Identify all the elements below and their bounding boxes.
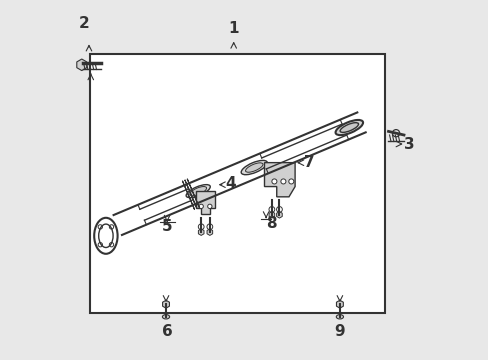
Circle shape	[288, 179, 293, 184]
Text: 7: 7	[304, 154, 314, 170]
Circle shape	[207, 204, 212, 208]
Circle shape	[280, 179, 285, 184]
Polygon shape	[206, 229, 212, 235]
Text: 3: 3	[403, 136, 413, 152]
Ellipse shape	[241, 161, 267, 175]
Ellipse shape	[162, 315, 169, 319]
Circle shape	[271, 179, 276, 184]
Text: 6: 6	[162, 324, 172, 339]
Ellipse shape	[336, 315, 343, 319]
Text: 5: 5	[162, 219, 172, 234]
Text: 1: 1	[228, 21, 239, 36]
Circle shape	[199, 204, 203, 208]
FancyBboxPatch shape	[89, 54, 384, 313]
Polygon shape	[195, 191, 215, 214]
Text: 8: 8	[265, 216, 276, 231]
Polygon shape	[162, 300, 169, 308]
Ellipse shape	[335, 120, 362, 135]
Polygon shape	[77, 59, 86, 71]
Polygon shape	[264, 163, 294, 197]
Polygon shape	[198, 229, 203, 235]
Polygon shape	[276, 212, 282, 218]
Ellipse shape	[340, 123, 358, 132]
Ellipse shape	[245, 163, 263, 172]
Text: 9: 9	[334, 324, 345, 339]
Polygon shape	[268, 212, 274, 218]
Polygon shape	[336, 300, 343, 308]
Text: 4: 4	[225, 176, 236, 191]
Ellipse shape	[189, 186, 206, 196]
Text: 2: 2	[79, 16, 89, 31]
Ellipse shape	[186, 185, 210, 198]
